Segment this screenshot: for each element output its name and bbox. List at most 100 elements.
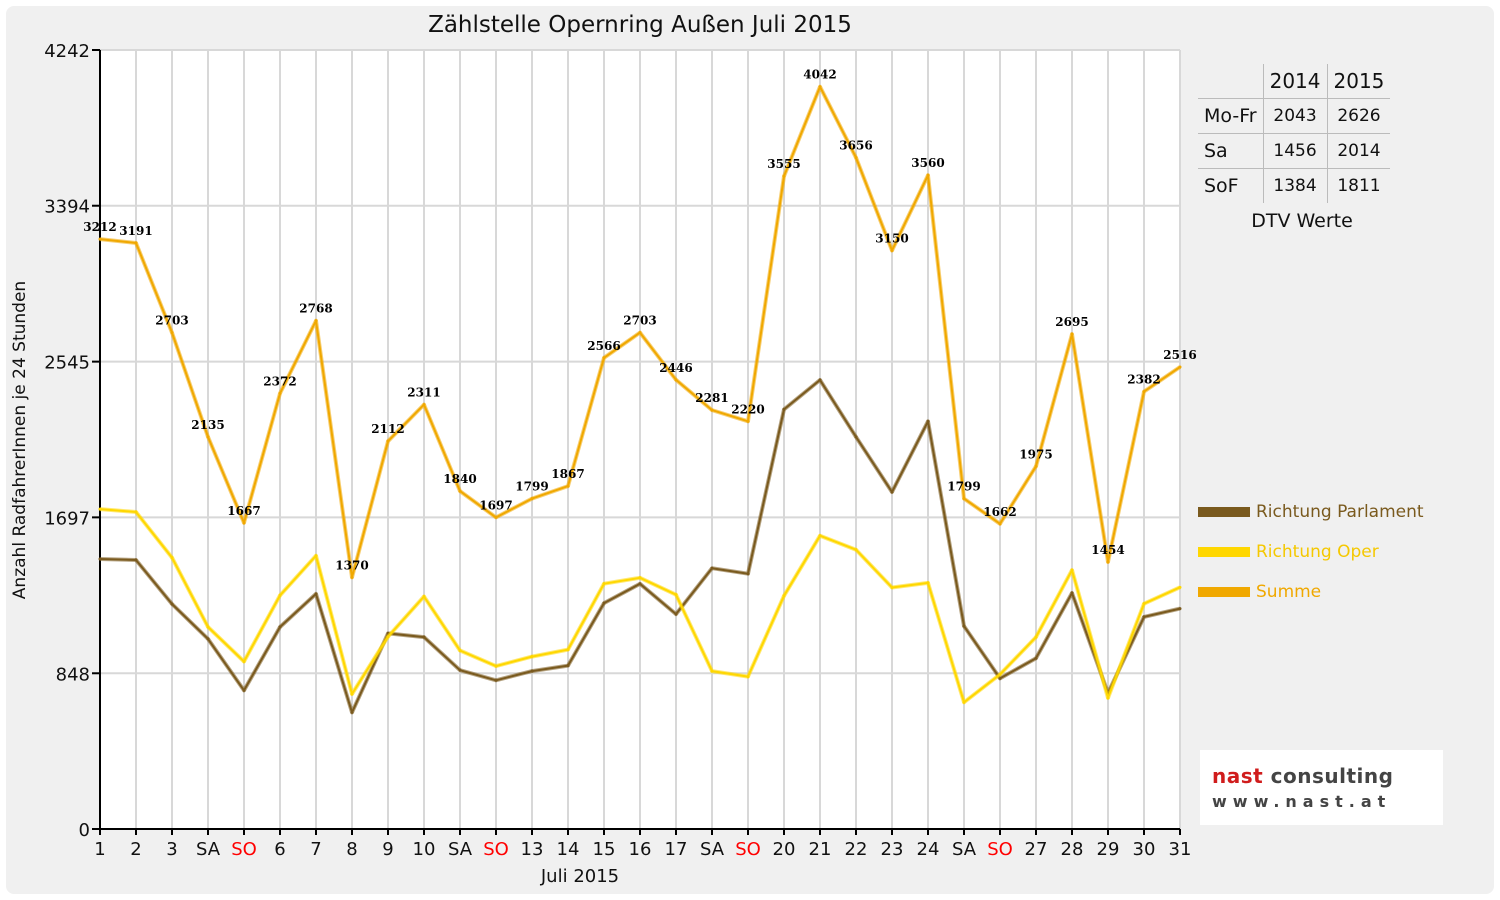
data-point [674,612,678,616]
data-label: 2382 [1127,373,1160,387]
data-point [710,566,714,570]
data-point [314,554,318,558]
data-point [602,582,606,586]
data-point [926,581,930,585]
data-label: 3191 [119,224,152,238]
data-point [1070,568,1074,572]
data-point [206,637,210,641]
data-point [782,594,786,598]
data-point [962,497,966,501]
data-point [1178,365,1182,369]
data-point [638,576,642,580]
data-point [278,391,282,395]
dtv-header-2015: 2015 [1326,64,1391,99]
dtv-caption: DTV Werte [1251,210,1353,232]
data-point [782,174,786,178]
legend-label-parlament: Richtung Parlament [1256,502,1424,522]
data-point [998,676,1002,680]
dtv-cell: 2014 [1326,133,1391,169]
data-point [242,688,246,692]
data-point [1106,560,1110,564]
data-point [1142,602,1146,606]
y-tick-label: 3394 [44,197,90,218]
data-point [818,534,822,538]
dtv-cell: 2626 [1326,98,1391,134]
x-tick-label: 3 [166,839,177,860]
data-point [998,672,1002,676]
data-point [494,664,498,668]
x-tick-label: 14 [557,839,580,860]
data-point [350,575,354,579]
y-tick-label: 848 [56,664,90,685]
x-tick-label: 22 [845,839,868,860]
logo-part-consulting: consulting [1263,764,1394,788]
data-label: 2516 [1163,348,1196,362]
data-label: 2566 [587,339,620,353]
data-point [818,378,822,382]
dtv-row-label: SoF [1198,168,1264,203]
data-label: 3560 [911,156,944,170]
data-point [674,593,678,597]
data-point [890,249,894,253]
data-point [962,700,966,704]
x-tick-label: SO [231,839,257,860]
x-tick-label: SA [196,839,221,860]
series-oper [98,507,1182,705]
data-point [854,435,858,439]
data-point [170,331,174,335]
data-point [926,419,930,423]
legend-swatch-parlament [1198,507,1250,517]
data-point [890,490,894,494]
dtv-header-row: 2014 2015 [1198,64,1391,99]
data-point [422,635,426,639]
x-tick-label: 21 [809,839,832,860]
data-point [566,648,570,652]
series-parlament [98,378,1182,715]
data-point [602,601,606,605]
data-point [674,378,678,382]
legend-label-summe: Summe [1256,582,1322,602]
data-point [494,678,498,682]
data-point [242,660,246,664]
data-point [602,356,606,360]
x-tick-label: 17 [665,839,688,860]
data-point [206,625,210,629]
x-tick-label: 8 [346,839,357,860]
dtv-row-sof: SoF 1384 1811 [1198,168,1391,203]
x-tick-label: 9 [382,839,393,860]
logo-wordmark: nast consulting [1212,764,1393,788]
data-label: 2311 [407,386,440,400]
legend-item-summe: Summe [1198,572,1424,612]
x-tick-label: 6 [274,839,285,860]
x-tick-label: 29 [1097,839,1120,860]
data-point [422,595,426,599]
dtv-row-label: Mo-Fr [1198,98,1264,134]
data-point [638,582,642,586]
data-point [458,649,462,653]
legend-item-parlament: Richtung Parlament [1198,492,1424,532]
data-point [98,507,102,511]
data-point [314,592,318,596]
data-point [890,586,894,590]
data-point [134,510,138,514]
data-point [242,521,246,525]
data-point [530,497,534,501]
data-point [1070,332,1074,336]
data-label: 1840 [443,472,476,486]
dtv-cell: 1384 [1262,168,1327,203]
data-point [854,548,858,552]
data-label: 1867 [551,467,584,481]
series-summe [98,84,1182,580]
data-point [638,331,642,335]
data-label: 3555 [767,157,800,171]
dtv-table: 2014 2015 Mo-Fr 2043 2626 Sa 1456 2014 S… [1198,64,1391,203]
data-label: 2372 [263,374,296,388]
data-label: 2281 [695,391,728,405]
data-point [818,85,822,89]
y-tick-label: 0 [79,820,90,841]
x-tick-label: 30 [1133,839,1156,860]
data-point [170,556,174,560]
data-label: 2220 [731,402,764,416]
